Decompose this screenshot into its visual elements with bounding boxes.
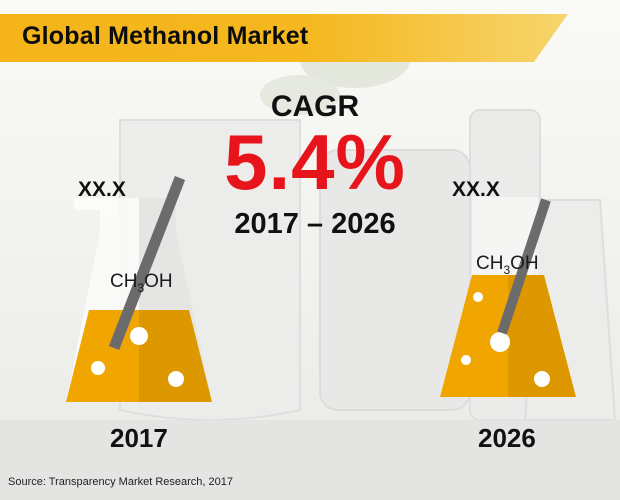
bubble-icon xyxy=(91,361,105,375)
page-title: Global Methanol Market xyxy=(22,22,309,50)
formula-ch3oh-left: CH3OH xyxy=(110,271,173,295)
bubble-icon xyxy=(473,292,483,302)
erlenmeyer-flask-icon xyxy=(440,197,576,397)
source-note: Source: Transparency Market Research, 20… xyxy=(8,476,234,488)
bubble-icon xyxy=(490,332,510,352)
stirring-rod-icon xyxy=(497,198,551,335)
year-2026-label: 2026 xyxy=(478,423,536,453)
cagr-value: 5.4% xyxy=(224,118,406,206)
bubble-icon xyxy=(130,327,148,345)
year-2017-label: 2017 xyxy=(110,423,168,453)
market-value-2026: XX.X xyxy=(452,178,500,201)
market-value-2017: XX.X xyxy=(78,178,126,201)
forecast-period: 2017 – 2026 xyxy=(234,208,396,240)
formula-ch3oh-right: CH3OH xyxy=(476,253,539,277)
stirring-rod-icon xyxy=(108,176,186,350)
bubble-icon xyxy=(534,371,550,387)
erlenmeyer-flask-icon xyxy=(66,176,212,402)
title-banner xyxy=(0,14,568,62)
bubble-icon xyxy=(461,355,471,365)
cagr-label: CAGR xyxy=(270,90,360,123)
bubble-icon xyxy=(168,371,184,387)
